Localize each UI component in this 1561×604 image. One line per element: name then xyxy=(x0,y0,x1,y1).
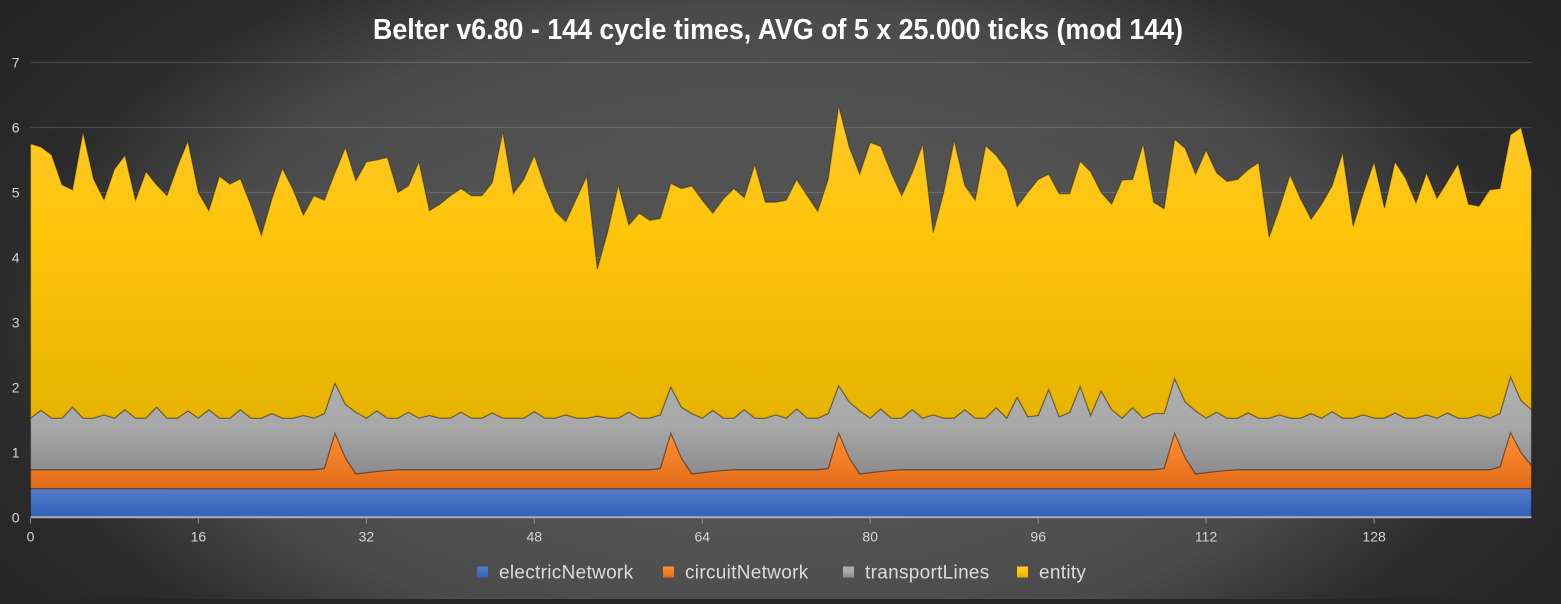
svg-text:7: 7 xyxy=(12,55,20,71)
svg-text:0: 0 xyxy=(27,529,35,545)
svg-text:4: 4 xyxy=(12,250,20,266)
svg-text:80: 80 xyxy=(862,529,878,545)
svg-text:64: 64 xyxy=(695,529,711,545)
svg-text:electricNetwork: electricNetwork xyxy=(499,563,634,584)
svg-text:Belter v6.80 - 144 cycle times: Belter v6.80 - 144 cycle times, AVG of 5… xyxy=(373,14,1183,46)
svg-text:5: 5 xyxy=(12,185,20,201)
svg-text:entity: entity xyxy=(1039,563,1086,584)
svg-text:96: 96 xyxy=(1030,529,1046,545)
svg-text:2: 2 xyxy=(12,380,20,396)
svg-text:32: 32 xyxy=(359,529,375,545)
svg-text:3: 3 xyxy=(12,315,20,331)
svg-text:48: 48 xyxy=(527,529,543,545)
svg-text:6: 6 xyxy=(12,120,20,136)
svg-text:circuitNetwork: circuitNetwork xyxy=(685,563,809,584)
svg-text:0: 0 xyxy=(12,510,20,526)
svg-text:128: 128 xyxy=(1362,529,1386,545)
svg-text:transportLines: transportLines xyxy=(865,563,990,584)
svg-text:1: 1 xyxy=(12,445,20,461)
svg-text:16: 16 xyxy=(191,529,207,545)
svg-text:112: 112 xyxy=(1195,529,1218,545)
